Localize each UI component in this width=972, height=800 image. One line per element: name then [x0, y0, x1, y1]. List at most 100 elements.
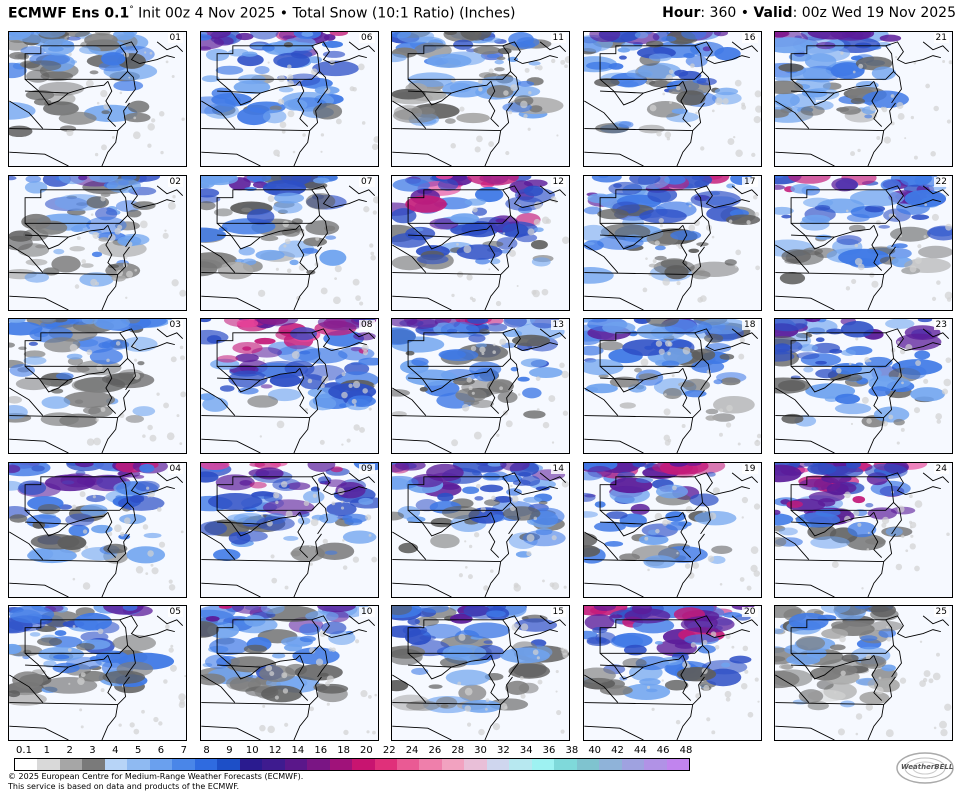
snow-speckle — [308, 647, 315, 654]
snow-blob — [426, 463, 464, 481]
snow-speckle — [681, 661, 689, 669]
snow-speckle — [352, 424, 360, 431]
state-border — [117, 102, 130, 131]
snow-speckle — [527, 127, 531, 131]
snow-speckle — [126, 270, 133, 278]
state-border — [330, 629, 367, 638]
snow-speckle — [876, 686, 884, 695]
snow-blob — [53, 654, 70, 660]
snow-speckle — [524, 67, 530, 73]
snow-speckle — [725, 404, 733, 412]
state-border — [713, 342, 750, 351]
snow-blob — [788, 612, 829, 631]
snow-speckle — [163, 402, 170, 409]
member-number: 20 — [742, 607, 758, 617]
snow-speckle — [675, 85, 680, 91]
snow-speckle — [479, 346, 486, 353]
snow-blob — [9, 513, 28, 523]
snow-speckle — [285, 509, 293, 517]
snow-speckle — [141, 709, 145, 714]
snow-speckle — [170, 644, 174, 648]
snow-blob — [660, 36, 676, 42]
state-border — [408, 367, 492, 381]
snow-blob — [236, 53, 264, 67]
snow-speckle — [561, 479, 569, 488]
snow-speckle — [869, 272, 875, 278]
snow-speckle — [913, 61, 917, 65]
snow-blob — [70, 60, 78, 64]
snow-blob — [486, 610, 506, 618]
snow-speckle — [147, 143, 152, 148]
state-border — [522, 629, 558, 638]
snow-speckle — [133, 116, 137, 120]
state-border — [790, 78, 835, 106]
snow-speckle — [644, 256, 648, 260]
snow-blob — [271, 652, 285, 659]
snow-speckle — [133, 728, 140, 735]
snow-speckle — [461, 404, 470, 412]
state-border — [867, 704, 885, 740]
snow-speckle — [281, 129, 286, 134]
snow-blob — [286, 73, 320, 87]
snow-blob — [892, 242, 908, 248]
snow-speckle — [675, 551, 679, 554]
state-border — [200, 128, 310, 131]
state-border — [392, 415, 501, 418]
state-border — [392, 582, 452, 597]
snow-speckle — [537, 65, 543, 71]
state-border — [599, 80, 683, 94]
snow-blob — [662, 387, 682, 400]
snow-blob — [9, 319, 26, 324]
snow-speckle — [291, 351, 300, 359]
snow-blob — [132, 200, 156, 210]
snow-speckle — [330, 501, 335, 505]
snow-blob — [474, 186, 504, 202]
state-border — [407, 365, 452, 393]
snow-speckle — [661, 92, 665, 96]
snow-speckle — [308, 706, 314, 712]
state-border — [791, 224, 875, 238]
state-border — [775, 100, 810, 129]
snow-blob — [619, 402, 636, 409]
state-border — [125, 645, 136, 678]
snow-speckle — [463, 244, 472, 253]
snow-speckle — [646, 685, 650, 689]
snow-speckle — [464, 705, 472, 712]
state-border — [691, 533, 705, 562]
snow-blob — [38, 646, 85, 662]
snow-blob — [711, 413, 735, 422]
snow-blob — [302, 236, 327, 246]
snow-speckle — [931, 296, 937, 301]
snow-map — [392, 175, 569, 310]
snow-blob — [23, 356, 47, 365]
snow-blob — [55, 372, 74, 380]
state-border — [105, 368, 117, 414]
snow-map — [9, 606, 186, 740]
state-border — [119, 471, 140, 495]
ensemble-member-panel: 16 — [582, 31, 762, 167]
ensemble-member-panel: 02 — [8, 174, 187, 311]
hour-label: Hour — [662, 5, 701, 21]
ensemble-member-panel: 07 — [199, 174, 379, 311]
ensemble-member-panel: 17 — [582, 174, 762, 311]
state-border — [216, 224, 300, 238]
snow-blob — [910, 387, 945, 402]
snow-map — [200, 175, 378, 310]
snow-speckle — [875, 219, 881, 225]
ensemble-member-panel: 24 — [774, 461, 953, 598]
snow-blob — [435, 175, 453, 179]
snow-blob — [272, 200, 303, 214]
snow-blob — [728, 655, 751, 664]
member-number: 16 — [742, 33, 758, 43]
snow-blob — [9, 175, 17, 180]
snow-speckle — [939, 720, 947, 729]
state-border — [200, 674, 235, 703]
state-border — [583, 295, 644, 310]
state-border — [216, 365, 261, 393]
state-border — [583, 387, 618, 416]
state-border — [24, 619, 129, 654]
snow-blob — [607, 63, 623, 70]
snow-speckle — [858, 241, 861, 244]
state-border — [408, 80, 492, 94]
legend-tick-label: 4 — [112, 745, 119, 756]
